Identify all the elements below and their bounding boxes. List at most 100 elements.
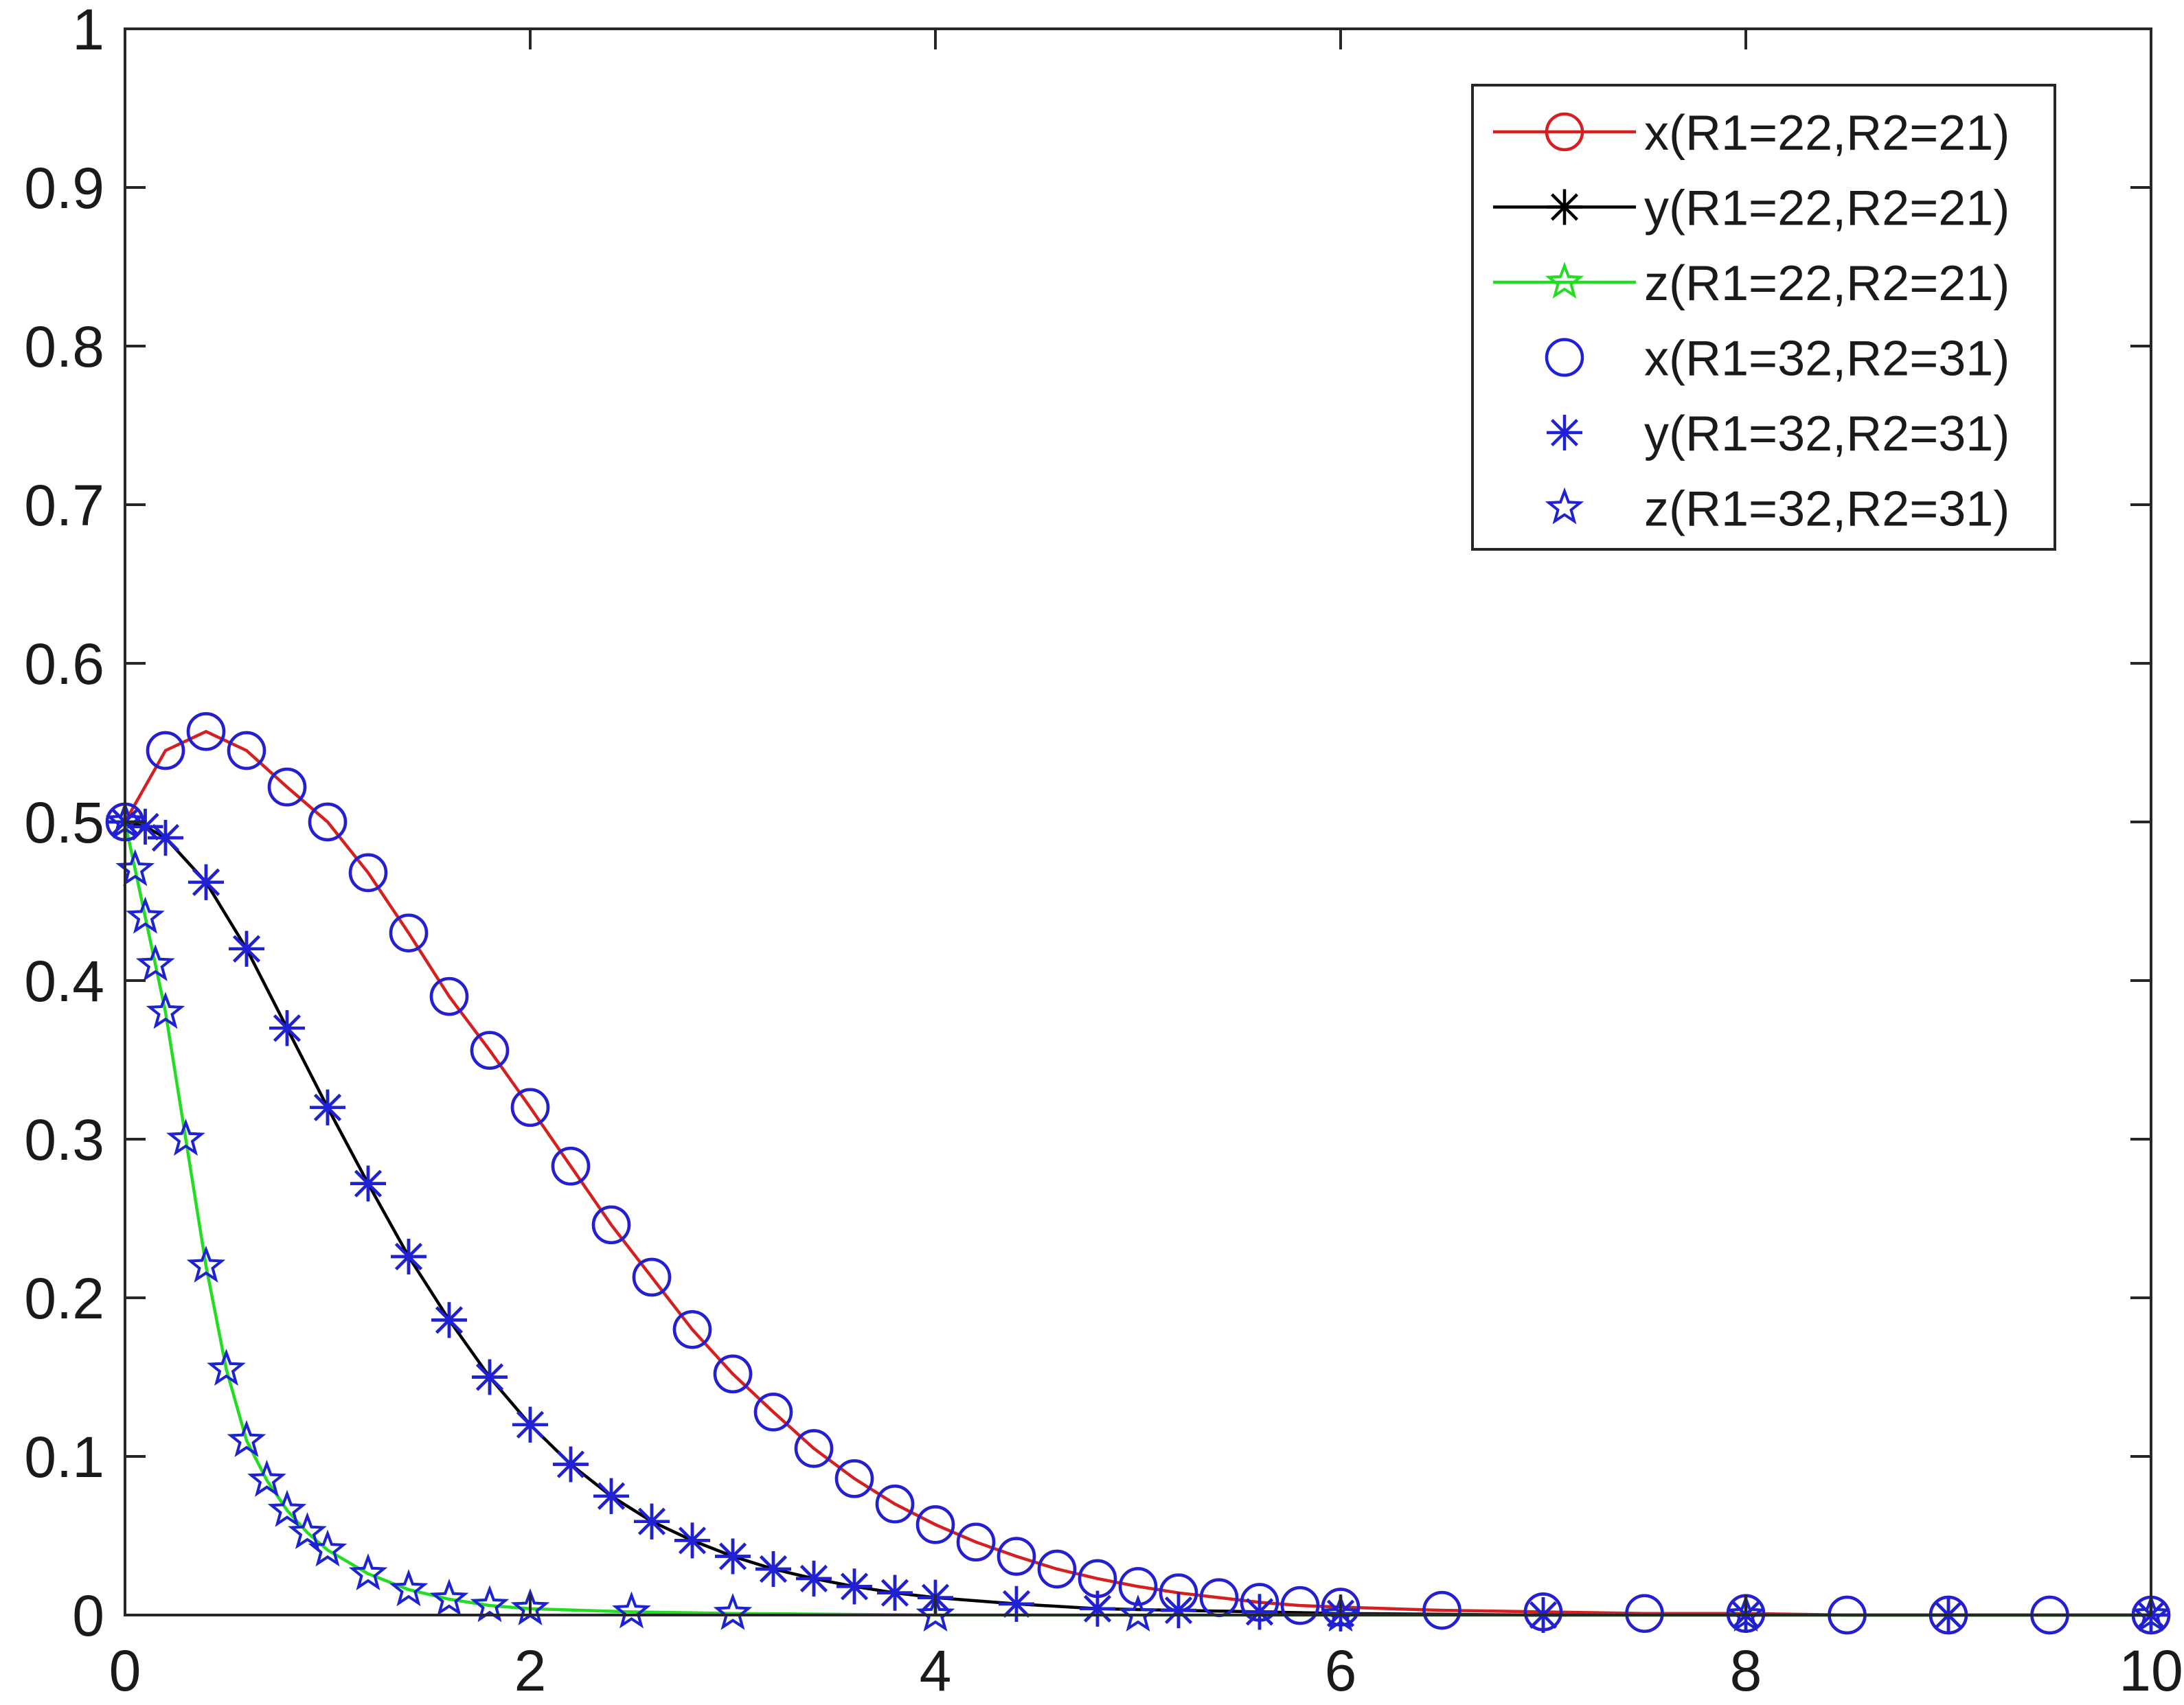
asterisk-stroke (638, 1507, 666, 1535)
asterisk-stroke (1551, 193, 1578, 221)
data-point (753, 1393, 793, 1432)
data-point (612, 1591, 651, 1629)
asterisk-stroke (192, 868, 220, 896)
data-point (391, 1238, 426, 1274)
data-point (188, 864, 224, 900)
data-point (997, 1537, 1036, 1576)
legend-item: y(R1=22,R2=21) (1493, 181, 2010, 236)
data-point (512, 1406, 548, 1443)
legend-marker (1545, 487, 1584, 525)
y-tick-label: 0.1 (24, 1425, 104, 1489)
data-point (1280, 1586, 1320, 1625)
data-point (1625, 1594, 1664, 1633)
data-point (1037, 1549, 1077, 1589)
x-tick-label: 10 (2119, 1638, 2183, 1703)
data-point (1726, 1594, 1766, 1632)
data-point (267, 1489, 307, 1527)
asterisk-stroke (800, 1564, 828, 1592)
asterisk-stroke (273, 1014, 301, 1042)
y-tick-label: 0.2 (24, 1266, 104, 1331)
data-point (713, 1592, 753, 1630)
x-tick-label: 6 (1325, 1638, 1357, 1703)
data-point (591, 1205, 631, 1244)
data-point (672, 1309, 712, 1349)
data-point (470, 1585, 510, 1623)
series-line (124, 729, 2151, 1617)
data-point (915, 1505, 955, 1544)
data-point (308, 802, 348, 842)
data-point (877, 1575, 913, 1611)
y-tick-label: 0.6 (24, 632, 104, 696)
asterisk-stroke (841, 1572, 868, 1601)
asterisk-stroke (1165, 1597, 1192, 1625)
y-tick-label: 0 (72, 1583, 104, 1648)
asterisk-stroke (233, 935, 260, 963)
data-point (227, 1420, 266, 1457)
data-point (2131, 1594, 2171, 1632)
asterisk-stroke (1003, 1590, 1030, 1618)
asterisk-stroke (881, 1579, 909, 1607)
data-point (715, 1538, 751, 1575)
y-tick-label: 0.9 (24, 156, 104, 220)
data-point (350, 1165, 386, 1202)
x-tick-label: 8 (1730, 1638, 1762, 1703)
legend-label: y(R1=22,R2=21) (1644, 181, 2010, 236)
data-point (348, 853, 388, 893)
data-point (674, 1522, 710, 1559)
data-point (593, 1478, 629, 1514)
data-point (308, 1529, 348, 1567)
y-tick-label: 0.4 (24, 949, 104, 1014)
data-point (1422, 1590, 1461, 1630)
asterisk-stroke (354, 1169, 382, 1198)
legend-label: x(R1=32,R2=31) (1644, 332, 2010, 387)
data-point (713, 1354, 753, 1394)
axis-ticks: 0 2 4 6 8 10 0 0.1 0.2 0.3 0.4 0.5 0.6 0.7 0.8 0.9 1 (24, 0, 2183, 1703)
x-tick-label: 0 (109, 1638, 141, 1703)
data-point (755, 1551, 791, 1588)
data-point (470, 1031, 510, 1070)
data-point (472, 1359, 508, 1395)
data-point (1321, 1594, 1361, 1632)
data-point (148, 820, 183, 856)
legend-marker (1547, 415, 1582, 450)
legend-item: x(R1=22,R2=21) (1493, 106, 2010, 161)
data-point (1118, 1567, 1158, 1606)
asterisk-stroke (760, 1555, 787, 1583)
asterisk-stroke (516, 1410, 544, 1439)
data-point (348, 1553, 388, 1591)
asterisk-stroke (435, 1306, 463, 1334)
x-tick-label: 2 (514, 1638, 547, 1703)
data-point (999, 1586, 1034, 1622)
data-point (956, 1522, 996, 1561)
data-point (1242, 1594, 1277, 1630)
data-point (267, 767, 307, 807)
data-point (1080, 1590, 1115, 1627)
data-point (551, 1147, 591, 1186)
legend-label: z(R1=22,R2=21) (1644, 256, 2010, 311)
legend-label: x(R1=22,R2=21) (1644, 106, 2010, 161)
y-tick-label: 0.5 (24, 790, 104, 855)
asterisk-stroke (1084, 1594, 1111, 1623)
data-point (115, 849, 155, 886)
data-point (837, 1568, 872, 1605)
legend-marker (1547, 189, 1582, 225)
data-point (796, 1560, 832, 1597)
data-point (166, 1119, 205, 1156)
data-point (915, 1594, 955, 1632)
data-point (1118, 1594, 1158, 1632)
data-point (229, 930, 264, 967)
asterisk-stroke (476, 1363, 503, 1391)
asterisk-stroke (719, 1542, 747, 1570)
legend-box (1471, 84, 2056, 551)
legend-label: z(R1=32,R2=31) (1644, 482, 2010, 537)
data-point (186, 1246, 226, 1283)
legend-item: y(R1=32,R2=31) (1547, 407, 2010, 461)
legend-item: z(R1=22,R2=21) (1493, 256, 2010, 311)
y-tick-label: 1 (72, 0, 104, 62)
data-point (632, 1257, 672, 1297)
asterisk-stroke (131, 812, 159, 840)
data-point (431, 1302, 467, 1338)
y-tick-label: 0.7 (24, 473, 104, 538)
legend-item: x(R1=32,R2=31) (1545, 332, 2010, 387)
